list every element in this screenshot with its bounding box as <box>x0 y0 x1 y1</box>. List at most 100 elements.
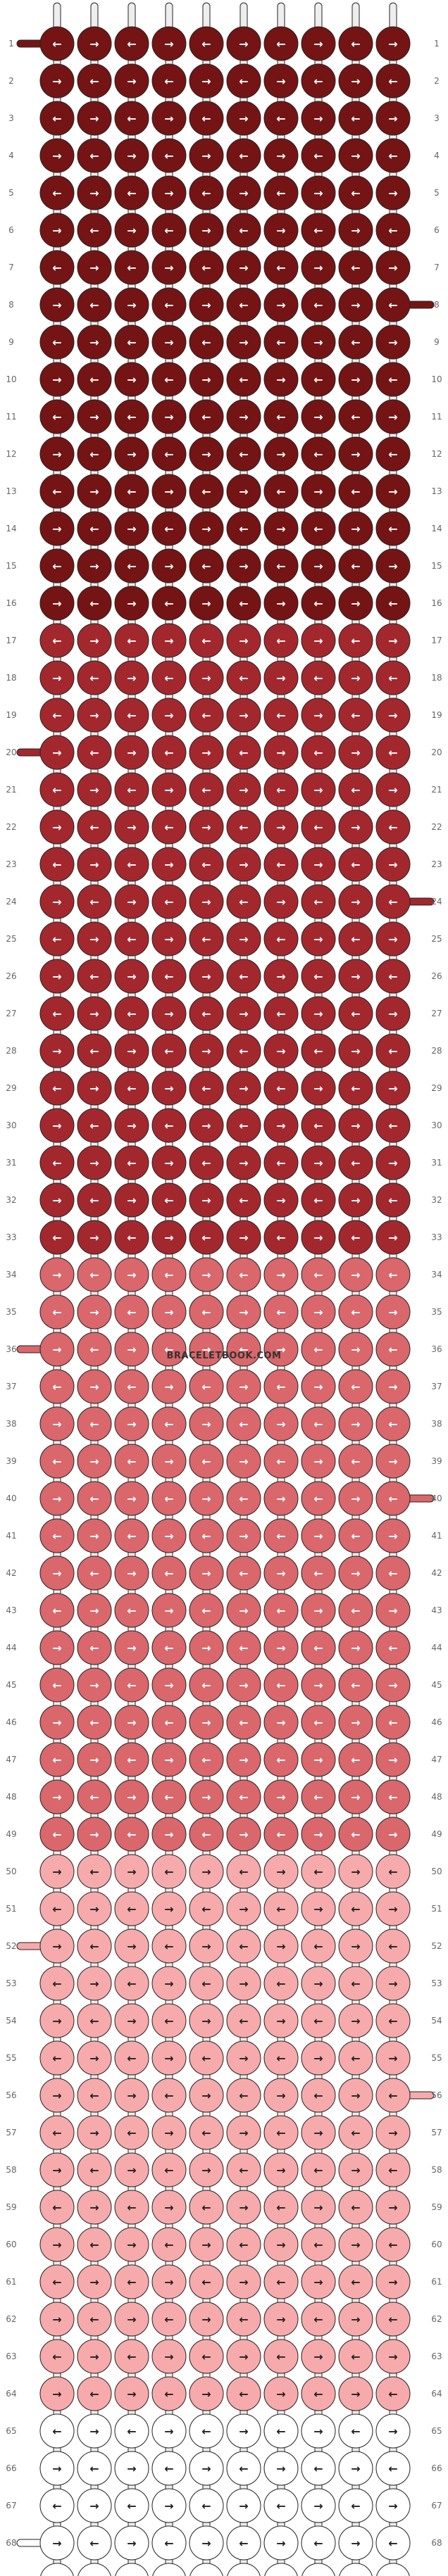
knot: → <box>189 2376 224 2411</box>
knot: → <box>114 2078 149 2113</box>
knot-arrow: ← <box>127 2499 136 2513</box>
knot: ← <box>301 1033 336 1068</box>
knot: → <box>39 1332 75 1367</box>
knot-arrow: → <box>164 410 173 424</box>
knot: ← <box>338 2339 373 2374</box>
knot: ← <box>39 548 75 583</box>
knot-arrow: → <box>276 1268 285 1282</box>
knot-circle <box>189 2302 224 2337</box>
row-number-right: 4 <box>434 151 440 160</box>
knot-arrow: → <box>351 1641 360 1655</box>
knot: → <box>189 735 224 770</box>
knot-arrow: ← <box>276 261 285 274</box>
knot-circle <box>77 1145 112 1180</box>
knot: ← <box>189 1294 224 1330</box>
knot: ← <box>151 63 187 99</box>
knot: → <box>301 1742 336 1777</box>
knot: → <box>226 1891 261 1926</box>
row-number-left: 28 <box>6 1046 16 1056</box>
knot: → <box>263 1630 299 1665</box>
knot: → <box>226 847 261 882</box>
knot-arrow: → <box>388 2052 397 2065</box>
knot: → <box>226 1966 261 2001</box>
knot-arrow: ← <box>276 1828 285 1841</box>
knot-arrow: → <box>201 970 211 983</box>
knot: ← <box>226 809 261 845</box>
knot-circle <box>301 2078 336 2113</box>
knot-arrow: → <box>127 2238 136 2252</box>
knot: ← <box>301 1630 336 1665</box>
knot-arrow: ← <box>239 2537 248 2550</box>
knot-circle <box>114 660 149 695</box>
knot-arrow: ← <box>89 298 99 312</box>
knot-circle <box>151 2227 187 2262</box>
knot-circle <box>114 1817 149 1852</box>
knot: → <box>77 2264 112 2299</box>
knot-circle <box>115 2563 149 2576</box>
knot: ← <box>114 1518 149 1553</box>
knot: ← <box>226 735 261 770</box>
knot: ← <box>263 1817 299 1852</box>
row-number-right: 63 <box>431 2351 442 2361</box>
knot-arrow: ← <box>52 560 61 573</box>
knot-arrow: ← <box>239 1716 248 1729</box>
knot-arrow: ← <box>52 1604 61 1617</box>
knot-arrow: ← <box>388 2089 397 2102</box>
knot: → <box>301 2339 336 2374</box>
knot-arrow: ← <box>89 1716 99 1729</box>
knot: ← <box>338 26 373 61</box>
knot-circle <box>151 1108 187 1143</box>
knot-arrow: → <box>388 2499 397 2513</box>
knot: → <box>189 1854 224 1889</box>
knot: → <box>77 175 112 210</box>
knot: → <box>151 1518 187 1553</box>
knot-circle <box>375 1928 411 1964</box>
knot-circle <box>263 250 299 285</box>
knot-circle <box>114 1145 149 1180</box>
knot-circle <box>301 884 336 919</box>
knot: → <box>338 1481 373 1516</box>
knot-circle <box>301 959 336 994</box>
knot-arrow: ← <box>239 1194 248 1207</box>
knot: → <box>151 2264 187 2299</box>
knot: → <box>226 324 261 360</box>
knot: → <box>301 996 336 1031</box>
row-number-left: 41 <box>6 1531 16 1541</box>
knot-arrow: → <box>164 1604 173 1617</box>
knot-arrow: → <box>239 2052 248 2065</box>
knot-circle <box>301 735 336 770</box>
knot-arrow: ← <box>276 709 285 722</box>
knot-circle <box>77 213 112 248</box>
knot-circle <box>151 1481 187 1516</box>
knot-circle <box>189 697 224 733</box>
knot-arrow: ← <box>164 1940 173 1953</box>
knot-arrow: → <box>89 336 99 349</box>
knot-circle <box>226 2488 261 2523</box>
knot-arrow: ← <box>239 2462 248 2475</box>
knot: → <box>189 362 224 397</box>
knot-circle <box>375 474 411 509</box>
knot-circle <box>77 175 112 210</box>
knot-arrow: → <box>388 1455 397 1468</box>
knot-arrow: → <box>89 1828 99 1841</box>
knot: ← <box>151 586 187 621</box>
knot: ← <box>39 772 75 807</box>
knot-arrow: ← <box>52 2350 61 2363</box>
knot-arrow: → <box>52 2537 61 2550</box>
knot: ← <box>114 399 149 434</box>
knot-circle <box>375 26 411 61</box>
knot: → <box>151 250 187 285</box>
knot-circle <box>375 1294 411 1330</box>
knot-circle <box>39 1555 75 1591</box>
knot-arrow: ← <box>52 634 61 648</box>
knot: → <box>189 586 224 621</box>
knot: ← <box>189 623 224 658</box>
knot: ← <box>375 1108 411 1143</box>
knot-circle <box>151 1145 187 1180</box>
knot: → <box>189 1332 224 1367</box>
knot: → <box>375 1593 411 1628</box>
knot-circle <box>338 1257 373 1292</box>
knot-arrow: → <box>313 336 323 349</box>
knot-circle <box>263 2451 299 2486</box>
knot-arrow: → <box>388 261 397 274</box>
